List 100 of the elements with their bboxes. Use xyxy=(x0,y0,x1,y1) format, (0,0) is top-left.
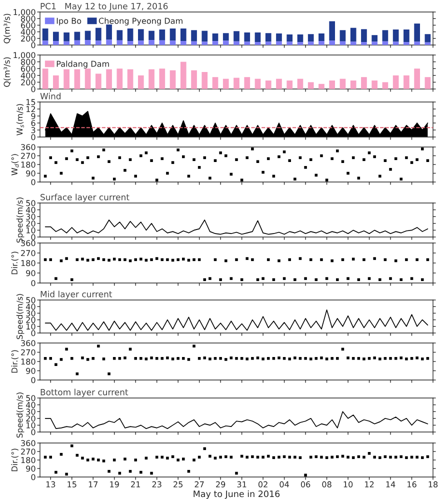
y-tick-label: 180 xyxy=(21,260,36,266)
y-axis-title: Speed(m/s) xyxy=(16,294,24,340)
y-tick-label: 40 xyxy=(26,402,36,408)
bar xyxy=(106,40,112,45)
bar xyxy=(74,69,80,89)
bar xyxy=(318,41,324,45)
legend-label: Ipo Bo xyxy=(56,18,82,26)
bar xyxy=(148,30,154,40)
bar xyxy=(329,21,336,41)
legend-label: Cheong Pyeong Dam xyxy=(98,18,182,26)
y-tick-label: 800 xyxy=(21,16,36,22)
y-axis-title: Q(m³/s) xyxy=(4,14,11,44)
y-tick-label: 20 xyxy=(26,316,36,323)
bar xyxy=(191,41,197,45)
y-tick-label: 270 xyxy=(21,152,36,159)
y-tick-label: 30 xyxy=(26,408,36,415)
bar xyxy=(84,30,91,40)
y-tick-label: 0 xyxy=(31,86,36,92)
y-tick-label: 360 xyxy=(21,440,36,446)
x-tick-label: 31 xyxy=(237,481,246,488)
y-tick-label: 30 xyxy=(26,310,36,316)
bar xyxy=(127,41,134,45)
bar xyxy=(254,78,261,89)
bar xyxy=(170,40,176,45)
x-tick-label: 18 xyxy=(428,481,438,488)
y-axis-title: W$_{d}$(°) xyxy=(11,154,19,176)
bar xyxy=(297,34,304,42)
y-tick-label: 40 xyxy=(26,304,36,310)
bar xyxy=(350,42,356,45)
bar xyxy=(265,80,272,89)
bar xyxy=(308,42,314,45)
bar xyxy=(53,32,59,42)
bar xyxy=(212,77,218,89)
y-tick-label: 0 xyxy=(31,280,36,286)
legend-label: Paldang Dam xyxy=(56,60,109,68)
x-tick-label: 25 xyxy=(174,481,183,488)
y-tick-label: 0 xyxy=(31,234,36,240)
y-axis-title: Speed(m/s) xyxy=(16,392,24,438)
bar xyxy=(308,82,314,89)
x-tick-label: 02 xyxy=(258,481,268,488)
bar xyxy=(53,41,59,45)
x-tick-label: 17 xyxy=(88,481,98,488)
bar xyxy=(180,41,186,45)
y-tick-label: 180 xyxy=(21,162,36,168)
line-series xyxy=(44,220,428,235)
x-tick-label: 08 xyxy=(322,481,332,488)
bar xyxy=(414,24,420,42)
chart-title: PC1 May 12 to June 17, 2016 xyxy=(40,2,168,11)
x-tick-label: 21 xyxy=(131,481,140,488)
y-tick-label: 0 xyxy=(31,42,36,48)
y-tick-label: 15 xyxy=(26,99,36,106)
y-tick-label: 400 xyxy=(20,72,36,79)
x-tick-label: 14 xyxy=(386,481,396,488)
y-tick-label: 600 xyxy=(21,66,36,72)
bar xyxy=(138,75,144,89)
bar xyxy=(159,68,166,89)
bar xyxy=(414,42,420,45)
bar xyxy=(382,82,388,89)
y-tick-label: 270 xyxy=(21,250,36,256)
bar xyxy=(392,42,399,45)
bar xyxy=(382,30,388,42)
x-axis-title: May to June in 2016 xyxy=(194,490,280,499)
y-axis-title: Dir.(°) xyxy=(11,252,18,274)
y-tick-label: 50 xyxy=(26,395,36,402)
x-tick-label: 16 xyxy=(408,481,416,488)
bar xyxy=(138,29,144,41)
bar xyxy=(234,31,240,42)
x-tick-label: 12 xyxy=(365,481,374,488)
x-tick-label: 27 xyxy=(194,481,204,488)
y-tick-label: 10 xyxy=(26,323,36,330)
bar xyxy=(297,78,304,89)
bar xyxy=(53,75,59,89)
bar xyxy=(191,70,197,89)
y-tick-label: 90 xyxy=(26,466,36,472)
y-tick-label: 0 xyxy=(31,474,36,480)
bar xyxy=(148,40,154,45)
bar xyxy=(372,35,378,42)
bar xyxy=(286,34,293,42)
bar xyxy=(244,32,250,42)
bar xyxy=(106,69,112,89)
y-tick-label: 90 xyxy=(26,368,36,374)
bar xyxy=(64,69,70,89)
bar xyxy=(127,69,134,89)
bar xyxy=(202,72,208,89)
bar xyxy=(116,68,123,89)
y-axis-title: Dir.(°) xyxy=(11,350,18,373)
bar xyxy=(361,77,367,89)
chart-title: Mid layer current xyxy=(40,290,112,299)
y-tick-label: 20 xyxy=(26,415,36,422)
bar xyxy=(170,28,176,41)
bar xyxy=(318,33,324,42)
y-tick-label: 30 xyxy=(26,214,36,220)
y-tick-label: 10 xyxy=(26,227,36,234)
bar xyxy=(138,40,144,45)
bar xyxy=(64,41,70,45)
bar xyxy=(84,68,91,89)
y-tick-label: 270 xyxy=(21,349,36,356)
y-tick-label: 50 xyxy=(26,200,36,206)
y-tick-label: 3 xyxy=(31,127,36,134)
line-series xyxy=(44,309,428,332)
